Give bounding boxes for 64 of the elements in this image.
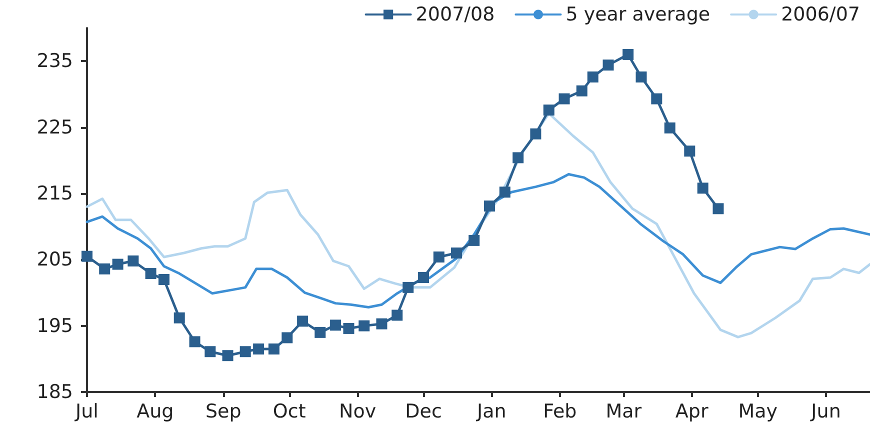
x-tick-label: Jul xyxy=(74,400,98,422)
y-tick-label: 235 xyxy=(36,50,73,72)
point xyxy=(468,234,480,246)
point xyxy=(622,48,634,60)
point xyxy=(358,320,370,332)
legend-label: 2007/08 xyxy=(416,4,495,26)
point xyxy=(433,251,444,262)
point xyxy=(602,60,614,71)
point xyxy=(530,128,542,140)
y-tick-label: 205 xyxy=(36,248,73,271)
point xyxy=(128,255,139,266)
y-tick-label: 225 xyxy=(36,116,73,138)
legend-label: 5 year average xyxy=(566,4,710,26)
point xyxy=(189,336,200,348)
point xyxy=(651,93,662,104)
point xyxy=(82,250,92,262)
point xyxy=(112,258,124,270)
x-tick-label: Oct xyxy=(272,400,306,422)
point xyxy=(558,93,570,104)
point xyxy=(684,146,696,157)
x-tick-label: Mar xyxy=(606,400,642,422)
point xyxy=(240,346,251,358)
point xyxy=(204,346,216,358)
point xyxy=(376,318,388,330)
point xyxy=(314,326,326,338)
point xyxy=(145,268,156,280)
x-tick-label: Apr xyxy=(675,400,708,422)
legend-label: 2006/07 xyxy=(781,4,860,26)
y-tick-label: 185 xyxy=(36,381,73,403)
point xyxy=(268,343,280,354)
x-tick-label: Jun xyxy=(810,400,841,422)
point xyxy=(282,332,293,344)
x-tick-label: Dec xyxy=(405,400,442,422)
point xyxy=(297,316,308,327)
point xyxy=(99,263,110,274)
point xyxy=(451,248,462,259)
x-tick-label: Sep xyxy=(205,400,242,422)
point xyxy=(174,312,185,324)
point xyxy=(392,310,403,321)
point xyxy=(664,122,676,134)
point xyxy=(636,71,647,82)
point xyxy=(158,274,170,285)
x-tick-label: May xyxy=(738,400,778,422)
x-tick-label: Feb xyxy=(543,400,577,422)
point xyxy=(343,322,354,334)
x-tick-label: Jan xyxy=(476,400,506,422)
x-tick-label: Nov xyxy=(338,400,376,422)
point xyxy=(484,200,495,212)
y-tick-label: 195 xyxy=(36,314,73,337)
point xyxy=(587,71,598,82)
line-series xyxy=(86,173,870,309)
point xyxy=(697,182,708,194)
point xyxy=(543,104,554,116)
point xyxy=(402,282,414,293)
point xyxy=(330,320,342,331)
point xyxy=(712,203,724,214)
point xyxy=(576,85,588,96)
point xyxy=(222,350,234,362)
x-tick-label: Aug xyxy=(136,400,174,422)
point xyxy=(253,343,264,354)
point xyxy=(418,272,430,284)
point xyxy=(512,152,524,164)
point xyxy=(499,186,510,198)
y-tick-label: 215 xyxy=(36,182,73,204)
